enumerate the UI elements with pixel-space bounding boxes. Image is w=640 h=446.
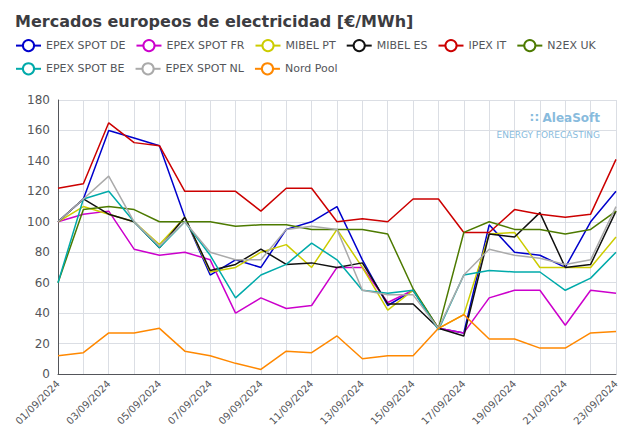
svg-text:EPEX SPOT DE: EPEX SPOT DE (46, 39, 126, 52)
svg-text:MIBEL PT: MIBEL PT (286, 39, 336, 52)
svg-text:∷ AleaSoft: ∷ AleaSoft (530, 111, 600, 125)
svg-text:60: 60 (35, 276, 50, 290)
svg-text:EPEX SPOT NL: EPEX SPOT NL (166, 62, 245, 75)
svg-text:21/09/2024: 21/09/2024 (521, 378, 569, 426)
svg-text:EPEX SPOT BE: EPEX SPOT BE (46, 62, 125, 75)
svg-text:160: 160 (27, 123, 50, 137)
svg-text:120: 120 (27, 184, 50, 198)
svg-text:MIBEL ES: MIBEL ES (377, 39, 428, 52)
svg-text:17/09/2024: 17/09/2024 (419, 378, 467, 426)
svg-text:0: 0 (42, 367, 50, 381)
svg-text:140: 140 (27, 154, 50, 168)
svg-text:09/09/2024: 09/09/2024 (216, 378, 264, 426)
svg-text:EPEX SPOT FR: EPEX SPOT FR (166, 39, 244, 52)
svg-text:19/09/2024: 19/09/2024 (470, 378, 518, 426)
svg-text:180: 180 (27, 93, 50, 107)
svg-text:03/09/2024: 03/09/2024 (64, 378, 112, 426)
svg-text:07/09/2024: 07/09/2024 (166, 378, 214, 426)
svg-text:20: 20 (35, 337, 50, 351)
svg-text:Mercados europeos de electrici: Mercados europeos de electricidad [€/MWh… (15, 12, 413, 31)
svg-text:40: 40 (35, 306, 50, 320)
svg-text:23/09/2024: 23/09/2024 (571, 378, 619, 426)
svg-text:ENERGY FORECASTING: ENERGY FORECASTING (497, 130, 600, 140)
svg-text:Nord Pool: Nord Pool (285, 62, 338, 75)
svg-text:N2EX UK: N2EX UK (547, 39, 596, 52)
svg-text:01/09/2024: 01/09/2024 (13, 378, 61, 426)
svg-text:13/09/2024: 13/09/2024 (318, 378, 366, 426)
svg-text:11/09/2024: 11/09/2024 (267, 378, 315, 426)
svg-text:15/09/2024: 15/09/2024 (369, 378, 417, 426)
svg-text:IPEX IT: IPEX IT (469, 39, 507, 52)
svg-text:80: 80 (35, 245, 50, 259)
svg-text:100: 100 (27, 215, 50, 229)
svg-text:05/09/2024: 05/09/2024 (115, 378, 163, 426)
